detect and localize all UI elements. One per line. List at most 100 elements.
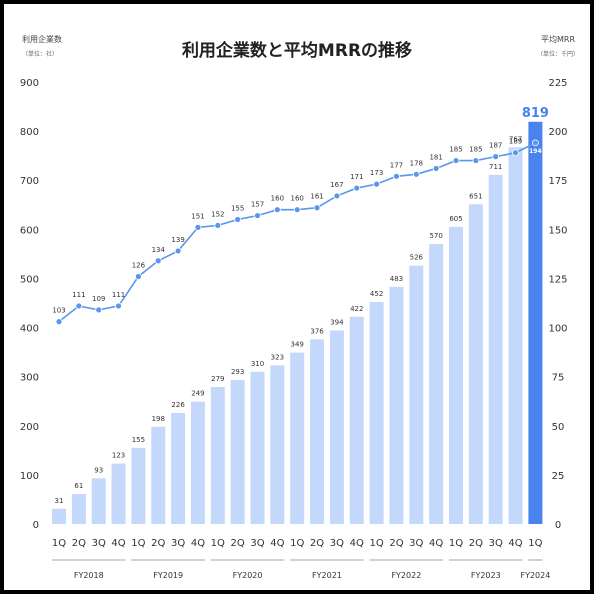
quarter-label: 2Q xyxy=(469,538,483,549)
bar xyxy=(230,380,245,524)
quarter-label: 3Q xyxy=(330,538,344,549)
bar-value-label: 819 xyxy=(522,106,549,121)
bar-value-label: 226 xyxy=(171,401,185,409)
mrr-value-label: 126 xyxy=(132,261,146,269)
bar-value-label: 605 xyxy=(449,215,462,223)
bar-value-label: 310 xyxy=(251,360,264,368)
quarter-label: 4Q xyxy=(111,538,125,549)
quarter-label: 1Q xyxy=(290,538,304,549)
mrr-value-label: 157 xyxy=(251,201,264,209)
bar-value-label: 651 xyxy=(469,192,482,200)
fiscal-year-label: FY2024 xyxy=(520,571,550,580)
mrr-value-label: 185 xyxy=(449,146,462,154)
bar xyxy=(508,147,523,524)
bar-value-label: 711 xyxy=(489,163,502,171)
quarter-label: 1Q xyxy=(52,538,66,549)
mrr-point xyxy=(432,165,440,172)
bar-value-label: 394 xyxy=(330,319,344,327)
mrr-point xyxy=(95,306,103,314)
quarter-label: 4Q xyxy=(429,538,443,549)
bar xyxy=(429,244,444,525)
quarter-label: 4Q xyxy=(191,538,205,549)
chart-title: 利用企業数と平均MRRの推移 xyxy=(182,40,412,61)
mrr-point xyxy=(373,180,381,188)
mrr-point xyxy=(412,170,420,178)
mrr-line xyxy=(58,142,536,323)
bar xyxy=(250,371,265,524)
quarter-label: 4Q xyxy=(350,538,364,549)
bar-value-label: 31 xyxy=(55,497,64,505)
bar-value-label: 293 xyxy=(231,368,244,376)
mrr-value-label: 103 xyxy=(52,307,65,315)
chart-panel: 利用企業数と平均MRRの推移 利用企業数 （単位：社） 平均MRR （単位：千円… xyxy=(4,4,590,590)
bar xyxy=(270,365,285,524)
bar-value-label: 249 xyxy=(191,390,204,398)
right-tick-label: 75 xyxy=(552,373,565,384)
quarter-label: 2Q xyxy=(231,538,245,549)
mrr-point xyxy=(154,257,162,265)
bar xyxy=(111,463,126,524)
mrr-point xyxy=(75,302,83,310)
mrr-value-label: 151 xyxy=(191,212,204,220)
mrr-point xyxy=(273,206,281,214)
mrr-point xyxy=(234,216,242,223)
quarter-label: 2Q xyxy=(151,538,165,549)
bar xyxy=(52,508,66,524)
mrr-point xyxy=(313,204,321,212)
bar xyxy=(369,302,384,524)
left-tick-label: 700 xyxy=(20,176,39,187)
chart-svg: 利用企業数と平均MRRの推移 利用企業数 （単位：社） 平均MRR （単位：千円… xyxy=(20,34,579,580)
mrr-point xyxy=(393,172,400,180)
mrr-value-label: 187 xyxy=(489,142,502,150)
mrr-point xyxy=(512,149,519,157)
bar xyxy=(389,286,404,524)
mrr-point xyxy=(532,139,539,147)
quarter-label: 4Q xyxy=(270,538,284,549)
mrr-point xyxy=(174,247,182,255)
mrr-value-label: 160 xyxy=(271,195,284,203)
mrr-value-label: 139 xyxy=(171,236,184,244)
mrr-point xyxy=(333,192,341,200)
bar-value-label: 349 xyxy=(291,341,304,349)
right-tick-label: 200 xyxy=(548,127,567,138)
quarter-label: 1Q xyxy=(449,538,463,549)
left-tick-label: 400 xyxy=(20,324,39,335)
quarter-label: 1Q xyxy=(528,538,542,549)
bar xyxy=(349,316,364,524)
bar xyxy=(488,174,503,524)
fiscal-year-label: FY2019 xyxy=(153,571,183,580)
mrr-value-label: 111 xyxy=(72,291,85,299)
bar xyxy=(329,330,344,524)
mrr-value-label: 178 xyxy=(410,159,423,167)
left-tick-label: 900 xyxy=(20,78,39,89)
quarter-label: 2Q xyxy=(72,538,86,549)
bar xyxy=(290,352,305,524)
mrr-point xyxy=(353,184,361,192)
fiscal-year-label: FY2023 xyxy=(471,571,501,580)
fiscal-year-label: FY2018 xyxy=(74,571,104,580)
mrr-value-label: 171 xyxy=(350,173,363,181)
mrr-point xyxy=(134,273,142,280)
bar xyxy=(190,401,205,524)
bar xyxy=(449,226,463,524)
right-tick-label: 175 xyxy=(548,176,567,187)
bar-value-label: 279 xyxy=(211,375,224,383)
right-tick-label: 100 xyxy=(548,324,567,335)
quarter-label: 3Q xyxy=(250,538,264,549)
fiscal-year-label: FY2021 xyxy=(312,571,342,580)
left-tick-label: 600 xyxy=(20,225,39,236)
quarter-label: 1Q xyxy=(211,538,225,549)
mrr-value-label: 167 xyxy=(330,181,343,189)
bar xyxy=(151,426,166,524)
fiscal-year-label: FY2020 xyxy=(233,571,263,580)
mrr-value-label: 173 xyxy=(370,169,383,177)
bar xyxy=(91,478,106,524)
right-tick-label: 25 xyxy=(552,471,565,482)
mrr-value-label: 181 xyxy=(429,153,442,161)
bar-value-label: 155 xyxy=(132,436,145,444)
left-tick-label: 300 xyxy=(20,373,39,384)
bar xyxy=(310,339,325,524)
bar xyxy=(131,447,146,524)
right-tick-label: 50 xyxy=(552,422,565,433)
bar xyxy=(409,265,424,524)
